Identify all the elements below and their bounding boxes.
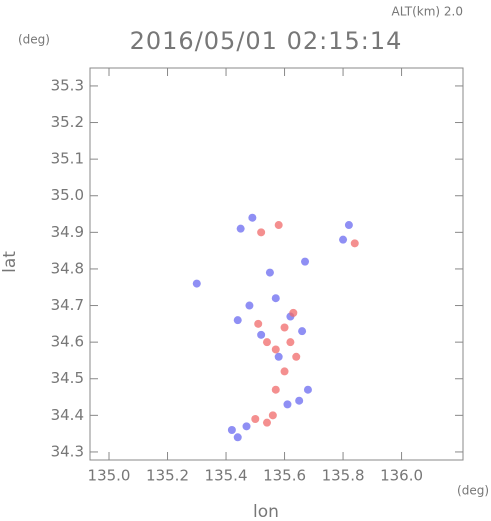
x-unit: (deg) — [457, 484, 489, 498]
echo-point — [233, 316, 242, 325]
echo-point — [254, 319, 263, 328]
echo-point — [262, 338, 271, 347]
x-tick-label: 135.6 — [263, 467, 306, 485]
echo-point — [280, 367, 289, 376]
echo-point — [245, 301, 254, 310]
echo-point — [301, 257, 310, 266]
echo-point — [303, 385, 312, 394]
x-tick-label: 135.0 — [88, 467, 131, 485]
y-tick-label: 34.3 — [51, 442, 84, 460]
y-tick-label: 35.3 — [51, 76, 84, 94]
echo-point — [262, 418, 271, 427]
echo-point — [271, 294, 280, 303]
echo-point — [265, 268, 274, 277]
echo-point — [339, 235, 348, 244]
echo-point — [236, 224, 245, 233]
x-tick-label: 135.8 — [322, 467, 365, 485]
echo-point — [248, 213, 257, 222]
echo-point — [344, 221, 353, 230]
plot-frame — [89, 67, 464, 461]
y-tick-label: 34.8 — [51, 259, 84, 277]
echo-point — [227, 425, 236, 434]
echo-point — [298, 327, 307, 336]
x-tick-label: 136.0 — [380, 467, 423, 485]
y-tick-label: 35.1 — [51, 150, 84, 168]
y-tick-label: 34.4 — [51, 406, 84, 424]
echo-point — [350, 239, 359, 248]
y-tick-label: 34.7 — [51, 296, 84, 314]
y-unit: (deg) — [18, 33, 50, 47]
echo-point — [257, 330, 266, 339]
y-tick-label: 34.9 — [51, 223, 84, 241]
echo-point — [286, 338, 295, 347]
y-axis-label: lat — [0, 251, 20, 273]
echo-point — [242, 422, 251, 431]
echo-point — [251, 415, 260, 424]
y-tick-label: 34.5 — [51, 369, 84, 387]
echo-point — [292, 352, 301, 361]
altitude-label: ALT(km) 2.0 — [392, 5, 463, 19]
y-tick-label: 35.2 — [51, 113, 84, 131]
y-tick-label: 35.0 — [51, 186, 84, 204]
echo-point — [295, 396, 304, 405]
echo-point — [289, 308, 298, 317]
x-axis-label: lon — [253, 502, 279, 521]
echo-point — [274, 352, 283, 361]
echo-point — [283, 400, 292, 409]
x-tick-label: 135.2 — [146, 467, 189, 485]
echo-point — [271, 345, 280, 354]
echo-point — [192, 279, 201, 288]
x-tick-label: 135.4 — [205, 467, 248, 485]
echo-point — [257, 228, 266, 237]
y-tick-label: 34.6 — [51, 333, 84, 351]
echo-point — [271, 385, 280, 394]
echo-point — [233, 433, 242, 442]
echo-point — [280, 323, 289, 332]
chart-title: 2016/05/01 02:15:14 — [130, 27, 403, 55]
echo-point — [274, 221, 283, 230]
echo-point — [268, 411, 277, 420]
